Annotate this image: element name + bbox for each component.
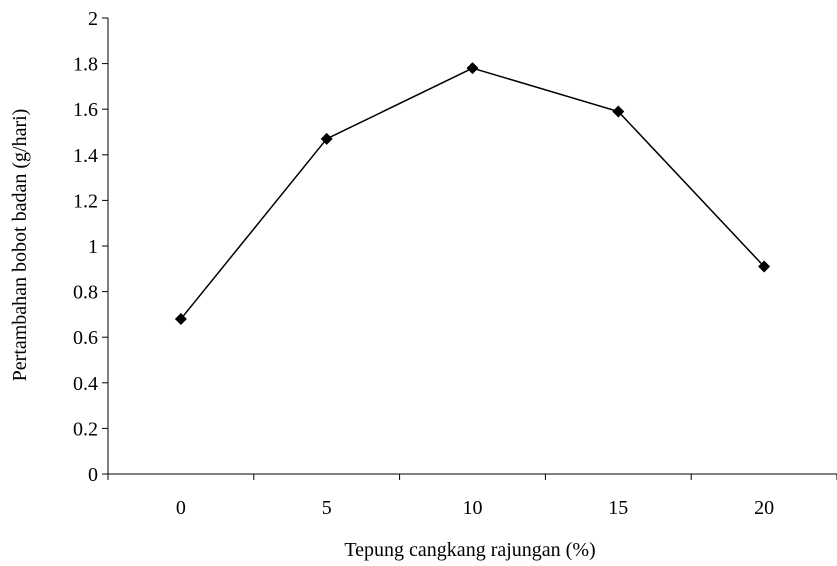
y-tick-label: 1 [88, 236, 98, 258]
data-point-marker [758, 260, 771, 273]
y-tick-label: 0.2 [73, 418, 98, 440]
data-point-marker [174, 312, 187, 325]
series-line [180, 67, 765, 320]
y-tick-label: 1.8 [73, 54, 98, 76]
series-group [174, 62, 771, 325]
y-tick-label: 1.4 [73, 145, 98, 167]
axes [102, 17, 837, 480]
y-tick-label: 2 [88, 8, 98, 30]
x-tick-label: 10 [463, 497, 483, 519]
x-tick-label: 20 [754, 497, 774, 519]
tick-labels: 00.20.40.60.811.21.41.61.820 5 10 15 20 [73, 8, 774, 519]
x-axis-title: Tepung cangkang rajungan (%) [344, 539, 595, 561]
y-tick-label: 0.8 [73, 282, 98, 304]
x-tick-label: 5 [322, 497, 332, 519]
y-axis-title: Pertambahan bobot badan (g/hari) [9, 109, 31, 382]
data-point-marker [466, 62, 479, 75]
y-tick-label: 0 [88, 464, 98, 486]
y-tick-label: 0.6 [73, 327, 98, 349]
y-tick-label: 1.6 [73, 99, 98, 121]
y-tick-label: 0.4 [73, 373, 98, 395]
x-tick-label: 15 [608, 497, 628, 519]
y-tick-label: 1.2 [73, 190, 98, 212]
x-tick-label: 0 [176, 497, 186, 519]
data-point-marker [320, 132, 333, 145]
data-point-marker [612, 105, 625, 118]
